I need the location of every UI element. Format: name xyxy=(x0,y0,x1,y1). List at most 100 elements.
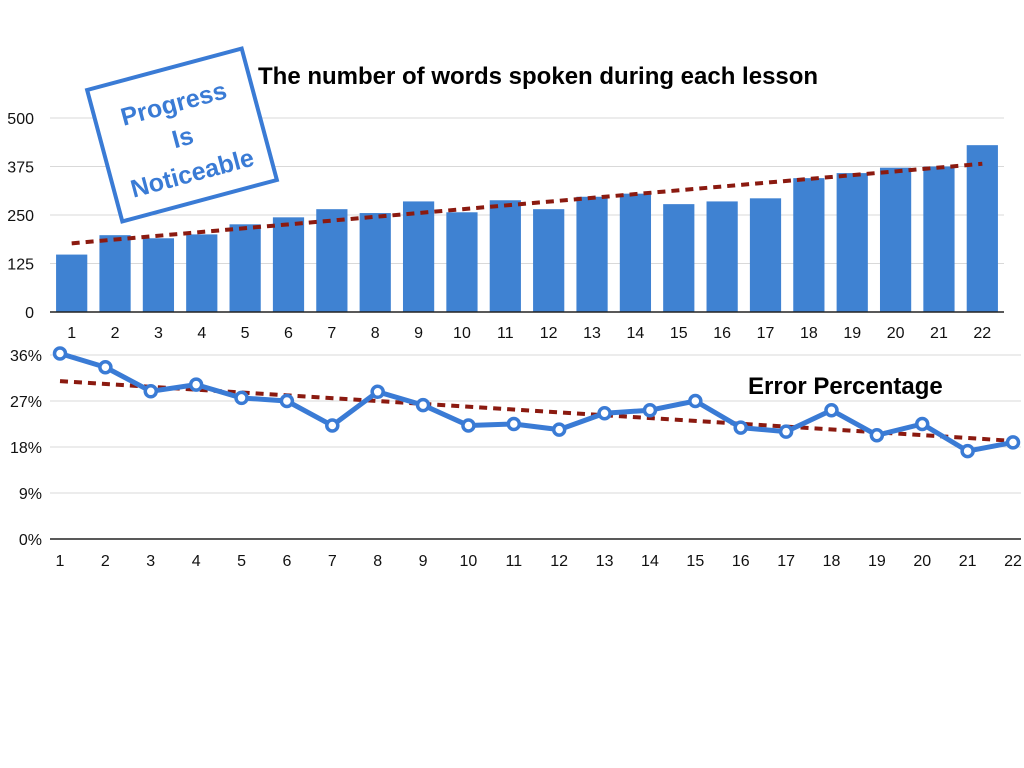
error-line-chart: 0%9%18%27%36%1 2 3 4 5 6 7 8 9 10 11 12 13 14 15 16 17 18… xyxy=(10,346,1022,570)
error-point xyxy=(869,427,885,443)
error-point xyxy=(688,393,703,409)
bar xyxy=(706,201,738,312)
error-point xyxy=(325,418,340,433)
line-ytick-label: 36% xyxy=(10,348,42,365)
bar-xtick-label: 20 xyxy=(887,325,905,342)
bar-xtick-label: 2 xyxy=(111,325,120,342)
bar xyxy=(446,212,478,312)
error-point xyxy=(461,418,476,433)
error-point xyxy=(778,424,794,439)
line-ytick-label: 27% xyxy=(10,394,42,411)
bar-xtick-label: 14 xyxy=(627,325,645,342)
error-point xyxy=(279,393,295,409)
bar-xtick-label: 4 xyxy=(197,325,206,342)
progress-stamp: Progress Is Noticeable xyxy=(84,46,280,224)
line-xtick-label: 16 xyxy=(732,553,750,570)
bar xyxy=(923,166,955,312)
bar xyxy=(966,145,998,312)
bar xyxy=(56,254,88,312)
bar-xtick-label: 10 xyxy=(453,325,471,342)
error-point xyxy=(914,416,930,432)
error-point xyxy=(415,397,431,413)
error-point xyxy=(234,390,249,406)
bar-xtick-label: 17 xyxy=(757,325,775,342)
line-xtick-label: 1 xyxy=(56,553,65,570)
line-xtick-label: 20 xyxy=(913,553,931,570)
bar xyxy=(879,167,912,312)
bar-xtick-label: 13 xyxy=(583,325,601,342)
bar-xtick-label: 7 xyxy=(327,325,336,342)
line-ytick-label: 9% xyxy=(19,486,42,503)
error-series-line xyxy=(59,351,1014,454)
bar-trendline xyxy=(71,161,983,246)
bar-xtick-label: 6 xyxy=(284,325,293,342)
line-xtick-label: 19 xyxy=(868,553,886,570)
line-ytick-label: 18% xyxy=(10,440,42,457)
bar-xtick-label: 15 xyxy=(670,325,688,342)
line-xtick-label: 9 xyxy=(419,553,428,570)
bar-ytick-label: 0 xyxy=(25,305,34,322)
bar xyxy=(489,200,521,312)
bar-chart-title: The number of words spoken during each l… xyxy=(258,63,818,90)
line-xtick-label: 3 xyxy=(146,553,155,570)
bar-xtick-label: 9 xyxy=(414,325,423,342)
bar xyxy=(186,234,218,312)
bar xyxy=(142,238,175,312)
line-xtick-label: 6 xyxy=(282,553,291,570)
bar xyxy=(749,198,782,312)
bar-ytick-label: 375 xyxy=(7,160,34,177)
line-xtick-label: 13 xyxy=(596,553,614,570)
line-xtick-label: 15 xyxy=(686,553,704,570)
error-point xyxy=(188,377,204,392)
bar xyxy=(359,213,391,312)
error-point xyxy=(597,406,612,421)
line-xtick-label: 11 xyxy=(506,553,523,570)
line-xtick-label: 14 xyxy=(641,553,659,570)
bar-xtick-label: 3 xyxy=(154,325,163,342)
bar xyxy=(229,224,261,312)
bar-xtick-label: 21 xyxy=(930,325,948,342)
bar-xtick-label: 5 xyxy=(241,325,250,342)
error-point xyxy=(52,346,68,361)
bar-xtick-label: 19 xyxy=(843,325,861,342)
bar xyxy=(576,196,608,312)
bar xyxy=(836,173,868,312)
bar-xtick-label: 11 xyxy=(497,325,514,342)
line-xtick-label: 5 xyxy=(237,553,246,570)
line-xtick-label: 17 xyxy=(777,553,795,570)
bar xyxy=(402,201,435,312)
error-point xyxy=(1005,435,1021,450)
bar-ytick-label: 125 xyxy=(7,257,34,274)
stamp-border xyxy=(84,46,280,224)
bar xyxy=(533,209,565,312)
line-xtick-label: 18 xyxy=(823,553,841,570)
bar-xtick-label: 22 xyxy=(973,325,991,342)
line-xtick-label: 12 xyxy=(550,553,568,570)
bar xyxy=(316,209,348,312)
error-point xyxy=(960,443,975,459)
bar-ytick-label: 250 xyxy=(7,208,34,225)
line-xtick-label: 7 xyxy=(328,553,337,570)
error-point xyxy=(642,402,658,418)
bar-xtick-label: 1 xyxy=(67,325,76,342)
bar xyxy=(272,217,305,312)
bar xyxy=(619,193,652,312)
bar-xtick-label: 12 xyxy=(540,325,558,342)
error-point xyxy=(143,384,159,399)
error-point xyxy=(551,422,567,437)
line-xtick-label: 21 xyxy=(959,553,977,570)
line-xtick-label: 22 xyxy=(1004,553,1022,570)
line-xtick-label: 10 xyxy=(460,553,478,570)
line-xtick-label: 8 xyxy=(373,553,382,570)
error-point xyxy=(824,402,839,418)
line-chart-title: Error Percentage xyxy=(748,373,943,400)
bar-xtick-label: 18 xyxy=(800,325,818,342)
error-point xyxy=(98,360,113,375)
bar xyxy=(663,204,695,312)
bar xyxy=(793,178,825,312)
bar-xtick-label: 16 xyxy=(713,325,731,342)
error-point xyxy=(506,416,522,432)
line-xtick-label: 2 xyxy=(101,553,110,570)
